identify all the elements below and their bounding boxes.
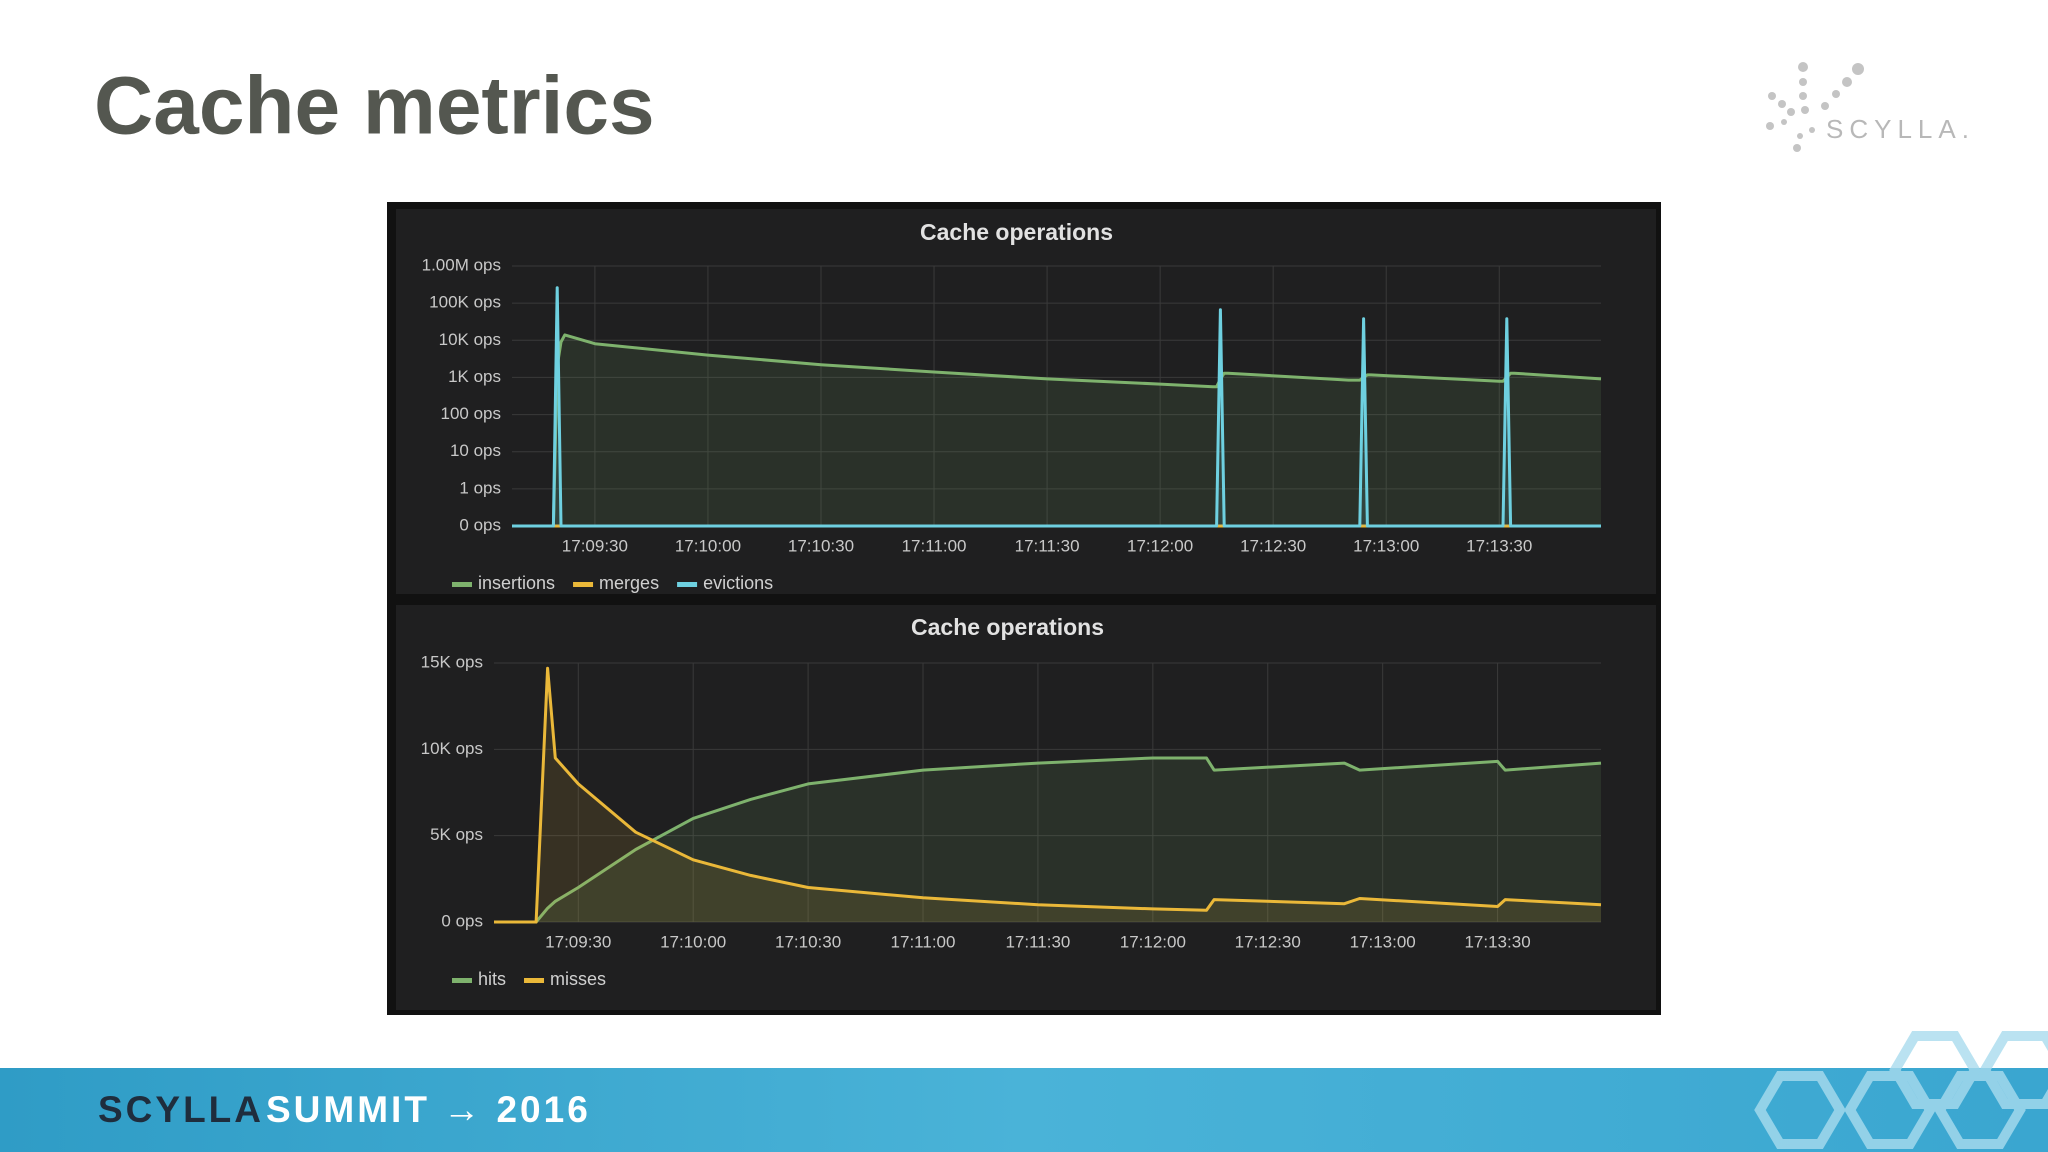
area-fill xyxy=(494,668,1601,922)
charts: Cache operations 0 ops 1 ops 10 ops 100 ops 1… xyxy=(421,219,1602,989)
x-tick-label: 17:09:30 xyxy=(545,932,611,951)
series-line xyxy=(494,666,1602,924)
legend-swatch xyxy=(677,582,698,587)
y-tick-label: 100K ops xyxy=(429,293,501,312)
x-tick-label: 17:13:00 xyxy=(1353,536,1419,555)
panel-title: Cache operations xyxy=(911,614,1104,640)
y-tick-label: 1.00M ops xyxy=(422,255,501,274)
logo-text: SCYLLA. xyxy=(1826,114,1975,144)
x-tick-label: 17:12:30 xyxy=(1240,536,1306,555)
x-tick-label: 17:12:00 xyxy=(1120,932,1186,951)
y-tick-label: 0 ops xyxy=(441,911,483,930)
x-tick-label: 17:10:00 xyxy=(675,536,741,555)
x-tick-label: 17:11:30 xyxy=(1015,536,1080,555)
x-tick-label: 17:10:00 xyxy=(660,932,726,951)
y-tick-label: 10 ops xyxy=(450,441,501,460)
x-tick-label: 17:12:30 xyxy=(1235,932,1301,951)
legend-swatch xyxy=(573,582,594,587)
x-tick-label: 17:09:30 xyxy=(562,536,628,555)
y-tick-label: 5K ops xyxy=(430,825,483,844)
x-tick-label: 17:10:30 xyxy=(775,932,841,951)
legend-label: hits xyxy=(478,969,506,989)
x-tick-label: 17:13:30 xyxy=(1466,536,1532,555)
y-tick-label: 10K ops xyxy=(421,739,483,758)
logo: SCYLLA. xyxy=(1766,62,1975,152)
footer-hexagons xyxy=(1754,1031,2048,1149)
legend-swatch xyxy=(452,582,472,587)
y-tick-label: 1K ops xyxy=(448,367,501,386)
panel-title: Cache operations xyxy=(920,219,1113,245)
legend-label: insertions xyxy=(478,573,555,593)
area-fill xyxy=(512,334,1601,526)
x-tick-label: 17:11:00 xyxy=(902,536,967,555)
y-tick-label: 10K ops xyxy=(439,330,501,349)
y-tick-label: 0 ops xyxy=(459,515,501,534)
y-tick-label: 100 ops xyxy=(441,404,502,423)
footer-event: SUMMIT → 2016 xyxy=(266,1089,591,1130)
panel xyxy=(396,209,1656,594)
legend-label: evictions xyxy=(703,573,773,593)
legend-label: merges xyxy=(599,573,659,593)
x-tick-label: 17:11:00 xyxy=(891,932,956,951)
legend-label: misses xyxy=(550,969,606,989)
y-tick-label: 1 ops xyxy=(459,478,501,497)
footer-brand: SCYLLA xyxy=(98,1089,264,1130)
series-line xyxy=(494,756,1602,924)
y-tick-label: 15K ops xyxy=(421,652,483,671)
legend-swatch xyxy=(524,978,545,983)
footer-band xyxy=(0,1068,2048,1152)
x-tick-label: 17:10:30 xyxy=(788,536,854,555)
x-tick-label: 17:12:00 xyxy=(1127,536,1193,555)
series-line xyxy=(512,286,1601,528)
legend-swatch xyxy=(452,978,472,983)
x-tick-label: 17:13:00 xyxy=(1350,932,1416,951)
x-tick-label: 17:13:30 xyxy=(1464,932,1530,951)
slide-title: Cache metrics xyxy=(94,61,655,152)
x-tick-label: 17:11:30 xyxy=(1005,932,1070,951)
